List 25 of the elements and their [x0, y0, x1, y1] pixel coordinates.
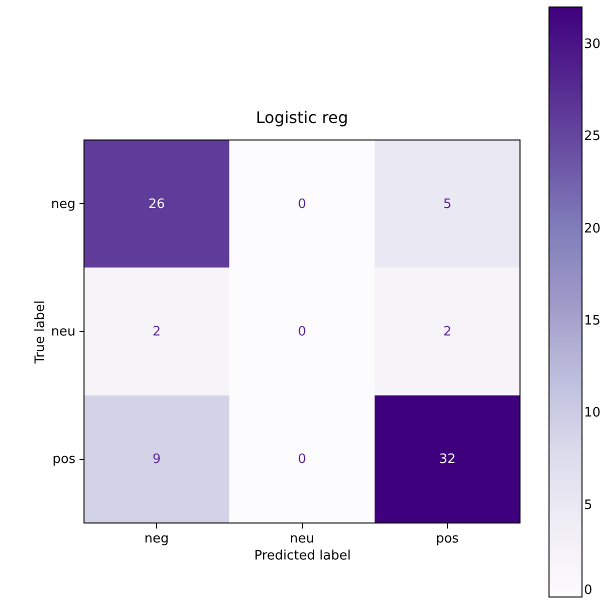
color-bar-label: 5: [584, 498, 592, 513]
color-bar-label: 15: [584, 313, 601, 328]
y-tick-label: neg: [51, 196, 76, 212]
y-tick-label: neu: [51, 324, 76, 340]
color-bar-label: 20: [584, 221, 601, 236]
color-bar-label: 25: [584, 129, 601, 144]
x-tick-label: neu: [290, 532, 314, 546]
color-bar-label: 0: [584, 583, 592, 598]
y-tick-label: pos: [52, 452, 76, 468]
data-label: 5: [443, 196, 452, 212]
data-label: 26: [148, 196, 165, 212]
x-tick-label: pos: [436, 532, 460, 546]
x-tick-label: neg: [144, 532, 169, 546]
data-label: 0: [298, 452, 306, 468]
data-label: 32: [439, 452, 456, 468]
data-label: 2: [443, 324, 452, 340]
color-bar-label: 30: [584, 36, 601, 52]
chart-title: Logistic reg: [256, 108, 348, 127]
y-axis-title: True label: [33, 300, 48, 365]
data-label: 0: [298, 196, 306, 212]
data-label: 0: [298, 324, 306, 340]
color-bar-label: 10: [584, 406, 601, 421]
data-label: 2: [152, 324, 161, 340]
x-axis-title: Predicted label: [254, 548, 351, 564]
data-label: 9: [152, 452, 161, 468]
